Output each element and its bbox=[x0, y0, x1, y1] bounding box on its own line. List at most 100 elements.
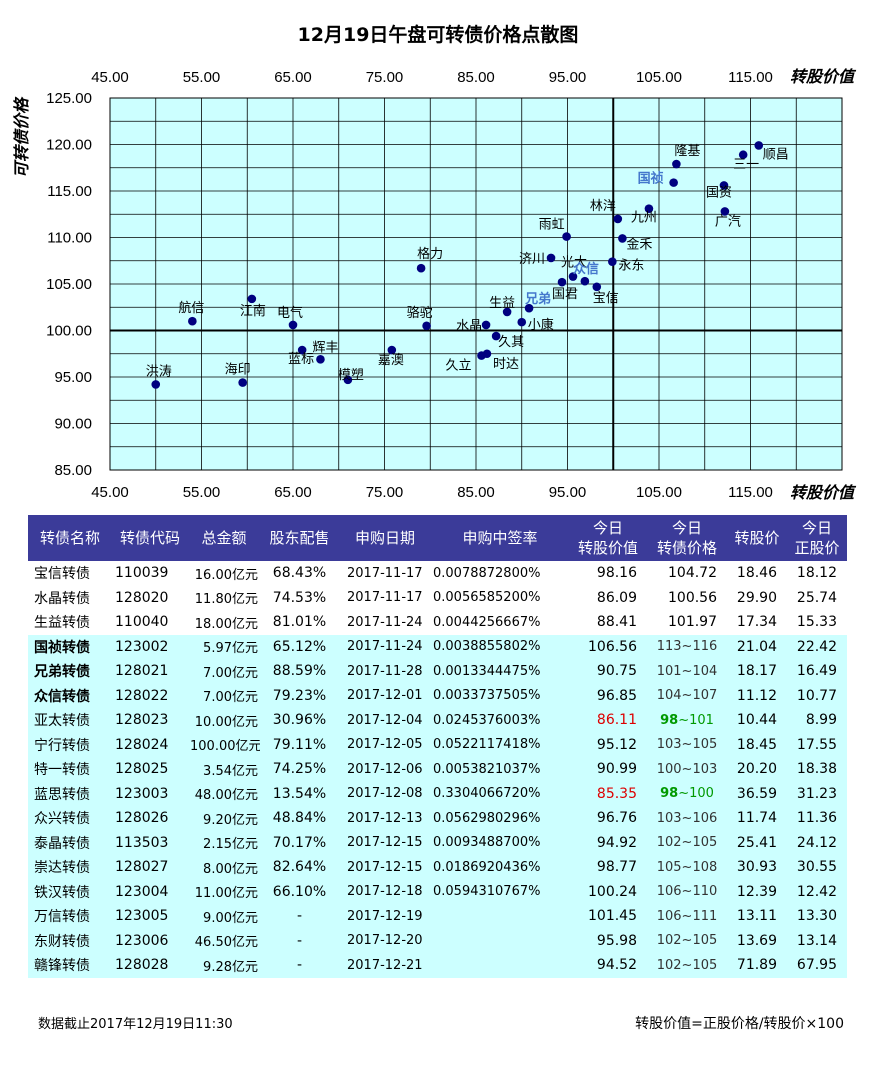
table-row: 万信转债 123005 9.00亿元 -2017-12-19 101.45 106~111… bbox=[28, 904, 847, 929]
cell-bond-price: 105~108 bbox=[647, 855, 727, 880]
table-row: 兄弟转债 128021 7.00亿元 88.59% 2017-11-28 0.001334… bbox=[28, 659, 847, 684]
formula-note: 转股价值=正股价格/转股价×100 bbox=[635, 1016, 844, 1032]
header-line2: 转债价格 bbox=[656, 539, 717, 557]
cell-bond-name: 东财转债 bbox=[28, 928, 112, 953]
y-tick-label: 85.00 bbox=[54, 462, 92, 479]
table-row: 众兴转债 128026 9.20亿元 48.84% 2017-12-13 0.056298… bbox=[28, 806, 847, 831]
cell-bond-name: 崇达转债 bbox=[28, 855, 112, 880]
cell-bond-code: 123006 bbox=[112, 928, 188, 953]
cell-winning-rate: 0.0033737505% bbox=[431, 683, 569, 708]
point-label-久立: 久立 bbox=[445, 358, 471, 373]
cell-bond-code: 123005 bbox=[112, 904, 188, 929]
column-header: 今日 转债价格 bbox=[647, 515, 727, 561]
cell-conversion-price: 18.46 bbox=[727, 561, 787, 586]
point-label-广汽: 广汽 bbox=[715, 213, 741, 228]
point-label-小康: 小康 bbox=[528, 317, 554, 332]
column-header: 申购中签率 bbox=[431, 515, 569, 561]
cell-conversion-value: 86.09 bbox=[569, 585, 647, 610]
cell-bond-name: 宝信转债 bbox=[28, 561, 112, 586]
x-tick-label-bottom: 85.00 bbox=[457, 484, 495, 501]
cell-bond-name: 特一转债 bbox=[28, 757, 112, 782]
cell-shareholder-placement: 79.11% bbox=[260, 732, 339, 757]
point-航信 bbox=[188, 316, 197, 326]
y-tick-label: 120.00 bbox=[46, 137, 92, 154]
cell-shareholder-placement: 88.59% bbox=[260, 659, 339, 684]
point-label-众信: 众信 bbox=[573, 261, 599, 276]
cell-conversion-value: 95.98 bbox=[569, 928, 647, 953]
cell-total-amount: 46.50亿元 bbox=[188, 928, 260, 953]
cell-bond-price: 106~110 bbox=[647, 879, 727, 904]
point-label-时达: 时达 bbox=[493, 356, 519, 371]
point-label-隆基: 隆基 bbox=[674, 143, 700, 158]
cell-bond-price: 106~111 bbox=[647, 904, 727, 929]
cell-conversion-price: 71.89 bbox=[727, 953, 787, 978]
header-line1: 股东配售 bbox=[269, 529, 330, 547]
cell-bond-code: 128022 bbox=[112, 683, 188, 708]
point-label-林洋: 林洋 bbox=[590, 198, 616, 213]
cell-winning-rate bbox=[431, 953, 569, 978]
cell-bond-name: 水晶转债 bbox=[28, 585, 112, 610]
point-label-模塑: 模塑 bbox=[338, 367, 364, 382]
point-label-久其: 久其 bbox=[498, 334, 524, 349]
x-tick-label-bottom: 75.00 bbox=[366, 484, 404, 501]
point-隆基 bbox=[672, 159, 681, 169]
cell-stock-price: 13.30 bbox=[787, 904, 847, 929]
point-水晶 bbox=[481, 320, 491, 330]
convertible-bond-table: 转债名称 转债代码 总金额 股东配售 申购日期 申购中签率 今日 转股价值 今日 转债价格 转股价今… bbox=[28, 515, 847, 978]
point-label-电气: 电气 bbox=[277, 305, 303, 320]
cell-subscription-date: 2017-12-01 bbox=[339, 683, 431, 708]
cell-subscription-date: 2017-12-13 bbox=[339, 806, 431, 831]
cell-total-amount: 5.97亿元 bbox=[188, 634, 260, 659]
cell-bond-price: 103~106 bbox=[647, 806, 727, 831]
cell-conversion-value: 85.35 bbox=[569, 781, 647, 806]
y-tick-label: 95.00 bbox=[54, 369, 92, 386]
cell-bond-code: 128027 bbox=[112, 855, 188, 880]
cell-subscription-date: 2017-12-06 bbox=[339, 757, 431, 782]
point-电气 bbox=[288, 320, 298, 330]
x-tick-label-bottom: 115.00 bbox=[728, 484, 773, 501]
table-row: 东财转债 123006 46.50亿元 -2017-12-20 95.98 102~105… bbox=[28, 928, 847, 953]
cell-bond-name: 众信转债 bbox=[28, 683, 112, 708]
table-row: 生益转债 110040 18.00亿元 81.01% 2017-11-24 0.00442… bbox=[28, 610, 847, 635]
point-label-航信: 航信 bbox=[178, 300, 204, 315]
cell-conversion-price: 12.39 bbox=[727, 879, 787, 904]
cell-subscription-date: 2017-12-15 bbox=[339, 830, 431, 855]
point-label-格力: 格力 bbox=[417, 246, 443, 261]
header-line1: 总金额 bbox=[201, 529, 247, 547]
cell-total-amount: 18.00亿元 bbox=[188, 610, 260, 635]
table-row: 铁汉转债 123004 11.00亿元 66.10% 2017-12-18 0.05943… bbox=[28, 879, 847, 904]
cell-stock-price: 18.38 bbox=[787, 757, 847, 782]
cell-subscription-date: 2017-12-15 bbox=[339, 855, 431, 880]
cell-bond-code: 110039 bbox=[112, 561, 188, 586]
cell-bond-code: 123002 bbox=[112, 634, 188, 659]
point-兄弟 bbox=[524, 303, 534, 313]
column-header: 总金额 bbox=[188, 515, 260, 561]
cell-subscription-date: 2017-12-21 bbox=[339, 953, 431, 978]
point-广汽 bbox=[720, 207, 730, 216]
cell-bond-name: 铁汉转债 bbox=[28, 879, 112, 904]
x-tick-label-bottom: 95.00 bbox=[549, 484, 587, 501]
cell-stock-price: 17.55 bbox=[787, 732, 847, 757]
header-line1: 申购日期 bbox=[354, 529, 415, 547]
cell-bond-code: 128020 bbox=[112, 585, 188, 610]
y-tick-label: 90.00 bbox=[54, 416, 92, 433]
header-line1: 申购中签率 bbox=[462, 529, 538, 547]
point-label-国君: 国君 bbox=[552, 286, 578, 301]
cell-winning-rate bbox=[431, 928, 569, 953]
point-label-济川: 济川 bbox=[519, 251, 545, 266]
header-line2: 正股价 bbox=[794, 539, 840, 557]
point-雨虹 bbox=[562, 232, 571, 241]
point-label-雨虹: 雨虹 bbox=[539, 217, 565, 232]
point-label-兄弟: 兄弟 bbox=[524, 291, 551, 306]
cell-conversion-value: 100.24 bbox=[569, 879, 647, 904]
cell-total-amount: 2.15亿元 bbox=[188, 830, 260, 855]
point-骆驼 bbox=[422, 321, 431, 331]
point-三一 bbox=[738, 150, 748, 160]
cell-shareholder-placement: - bbox=[260, 953, 339, 978]
x-tick-label-bottom: 45.00 bbox=[91, 484, 129, 501]
point-众信 bbox=[580, 276, 590, 286]
scatter-chart: 45.00 45.00 55.00 55.00 65.00 65.00 75.00 75.00… bbox=[13, 68, 857, 502]
cell-bond-price: 104~107 bbox=[647, 683, 727, 708]
cell-bond-code: 128021 bbox=[112, 659, 188, 684]
point-顺昌 bbox=[754, 141, 764, 150]
